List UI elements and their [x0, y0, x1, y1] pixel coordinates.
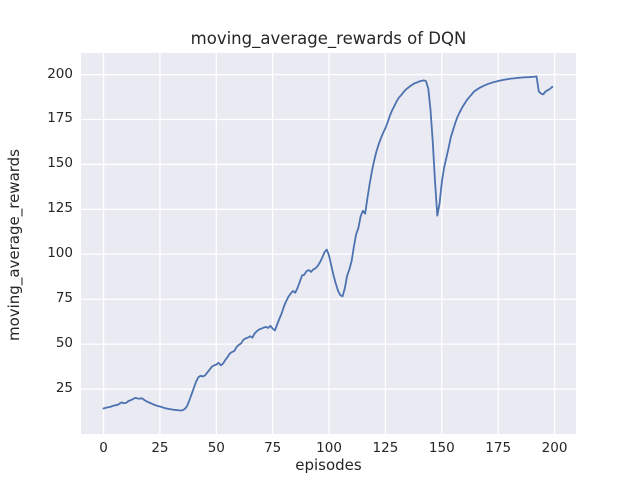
x-tick-label: 25	[151, 440, 169, 456]
x-tick-label: 0	[99, 440, 108, 456]
y-tick-label: 25	[55, 380, 73, 397]
y-tick-label: 50	[55, 335, 73, 352]
y-tick-label: 125	[47, 200, 73, 217]
x-tick-label: 75	[264, 440, 282, 456]
x-tick-label: 150	[428, 440, 455, 456]
y-tick-label: 75	[55, 290, 73, 307]
reward-line	[102, 75, 554, 412]
x-tick-label: 125	[372, 440, 399, 456]
chart-title: moving_average_rewards of DQN	[190, 29, 467, 48]
y-tick-label: 100	[47, 245, 73, 262]
y-axis-label: moving_average_rewards	[5, 148, 23, 342]
x-tick-label: 100	[316, 440, 342, 456]
chart-canvas	[81, 53, 576, 434]
x-tick-label: 175	[485, 440, 512, 456]
x-axis-label: episodes	[295, 456, 362, 474]
y-tick-label: 200	[47, 65, 73, 82]
x-tick-label: 50	[207, 440, 225, 456]
x-tick-label: 200	[541, 440, 568, 456]
y-tick-label: 175	[47, 110, 73, 127]
y-tick-label: 150	[47, 155, 73, 172]
